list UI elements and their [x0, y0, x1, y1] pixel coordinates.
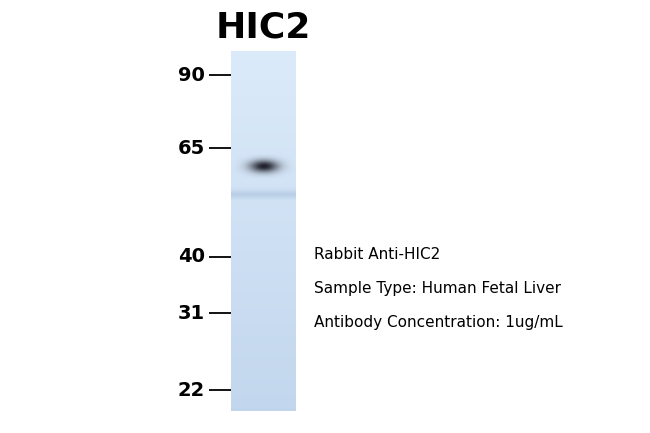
Text: Rabbit Anti-HIC2: Rabbit Anti-HIC2 [314, 246, 440, 262]
Text: 31: 31 [177, 304, 205, 323]
Text: 65: 65 [177, 139, 205, 158]
Text: HIC2: HIC2 [216, 10, 311, 44]
Text: Sample Type: Human Fetal Liver: Sample Type: Human Fetal Liver [314, 281, 561, 296]
Text: Antibody Concentration: 1ug/mL: Antibody Concentration: 1ug/mL [314, 314, 562, 330]
Text: 90: 90 [178, 66, 205, 85]
Text: 40: 40 [177, 247, 205, 266]
Text: 22: 22 [177, 381, 205, 400]
